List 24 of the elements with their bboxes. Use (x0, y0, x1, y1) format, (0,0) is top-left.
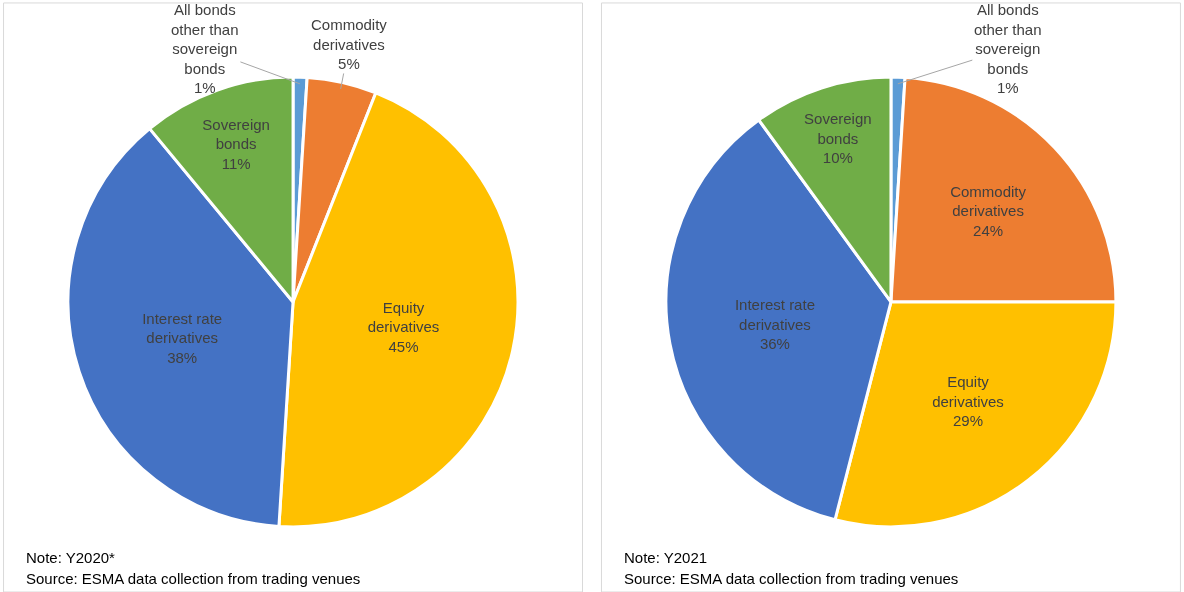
slice-label: Interest rate derivatives (734, 296, 815, 333)
data-label: 36% (759, 335, 790, 353)
slice-label: Sovereign bonds (202, 115, 270, 153)
slice-label: Sovereign bonds (804, 110, 872, 147)
data-label: 29% (952, 412, 983, 430)
source-note: Source: ESMA data collection from trading venues (624, 570, 959, 587)
data-label: 5% (338, 55, 360, 72)
data-label: 45% (388, 337, 419, 355)
slice-label: Commodity derivatives (950, 182, 1027, 219)
source-note: Source: ESMA data collection from trading venues (26, 570, 361, 587)
slice-label: Equity derivatives (932, 373, 1004, 410)
data-label: 38% (167, 348, 198, 366)
slice-label: Equity derivatives (367, 298, 440, 336)
data-label: 24% (973, 221, 1004, 239)
data-label: 1% (996, 79, 1019, 96)
slice-label: All bonds other than sovereign bonds (171, 1, 239, 77)
text: Note: Y2021 (624, 549, 708, 566)
data-label: 1% (193, 79, 216, 96)
slice-label: Interest rate derivatives (142, 309, 223, 347)
data-label: 11% (221, 154, 251, 172)
data-label: 10% (822, 149, 853, 167)
text: Note: Y2020* (26, 549, 116, 566)
slice-label: Commodity derivatives (311, 16, 388, 53)
slice-label: All bonds other than sovereign bonds (974, 1, 1042, 77)
